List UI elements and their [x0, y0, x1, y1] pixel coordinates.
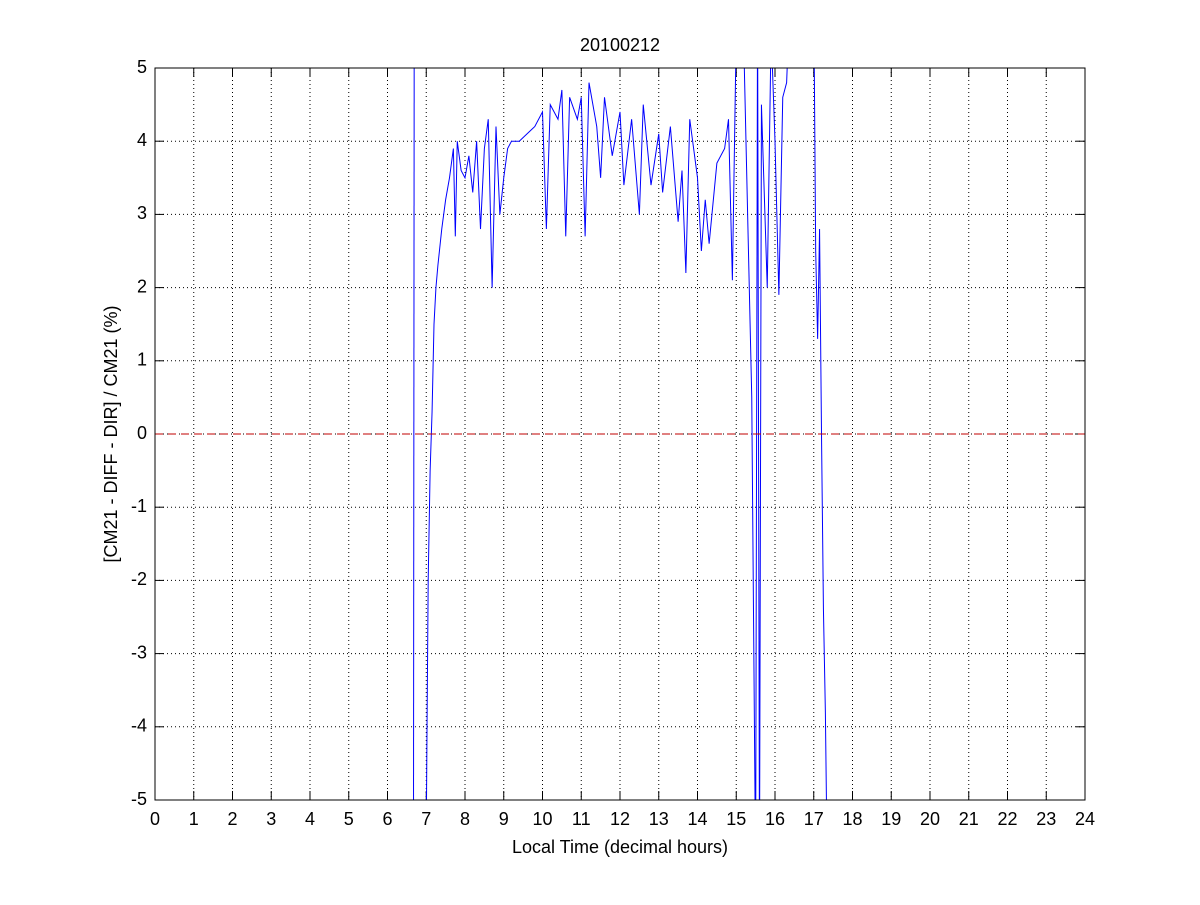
y-tick-label: 5 — [137, 57, 147, 77]
y-tick-label: 2 — [137, 276, 147, 296]
x-axis-label: Local Time (decimal hours) — [512, 837, 728, 857]
x-tick-label: 16 — [765, 809, 785, 829]
x-tick-label: 0 — [150, 809, 160, 829]
x-tick-label: 14 — [687, 809, 707, 829]
x-tick-label: 19 — [881, 809, 901, 829]
x-tick-label: 17 — [804, 809, 824, 829]
y-tick-label: 0 — [137, 423, 147, 443]
y-axis-label: [CM21 - DIFF - DIR] / CM21 (%) — [101, 305, 121, 562]
x-tick-label: 5 — [344, 809, 354, 829]
y-tick-label: -3 — [131, 642, 147, 662]
x-tick-label: 1 — [189, 809, 199, 829]
data-line — [426, 68, 788, 800]
x-tick-label: 22 — [997, 809, 1017, 829]
y-tick-label: 3 — [137, 203, 147, 223]
x-tick-label: 8 — [460, 809, 470, 829]
x-tick-label: 2 — [227, 809, 237, 829]
axes-box — [154, 67, 1086, 801]
x-tick-label: 10 — [532, 809, 552, 829]
x-tick-label: 15 — [726, 809, 746, 829]
x-tick-label: 4 — [305, 809, 315, 829]
y-tick-label: -4 — [131, 716, 147, 736]
x-tick-label: 21 — [959, 809, 979, 829]
x-tick-label: 18 — [842, 809, 862, 829]
y-tick-label: 1 — [137, 350, 147, 370]
x-tick-label: 11 — [572, 809, 591, 829]
x-tick-label: 12 — [610, 809, 630, 829]
x-tick-label: 24 — [1075, 809, 1095, 829]
y-tick-label: -1 — [131, 496, 147, 516]
data-line — [813, 68, 827, 800]
plot-area — [155, 68, 1085, 800]
y-tick-label: -5 — [131, 789, 147, 809]
data-line — [413, 68, 415, 800]
x-tick-label: 6 — [382, 809, 392, 829]
x-tick-label: 9 — [499, 809, 509, 829]
x-tick-label: 23 — [1036, 809, 1056, 829]
x-tick-label: 3 — [266, 809, 276, 829]
y-tick-label: -2 — [131, 569, 147, 589]
y-tick-label: 4 — [137, 130, 147, 150]
x-tick-label: 13 — [649, 809, 669, 829]
chart-title: 20100212 — [580, 35, 660, 55]
x-tick-label: 20 — [920, 809, 940, 829]
x-tick-label: 7 — [421, 809, 431, 829]
